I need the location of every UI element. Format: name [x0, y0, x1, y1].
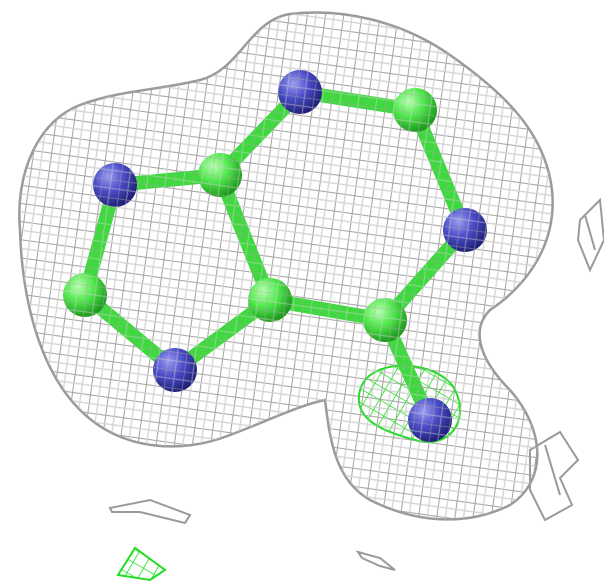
mesh-fragments	[108, 197, 604, 571]
